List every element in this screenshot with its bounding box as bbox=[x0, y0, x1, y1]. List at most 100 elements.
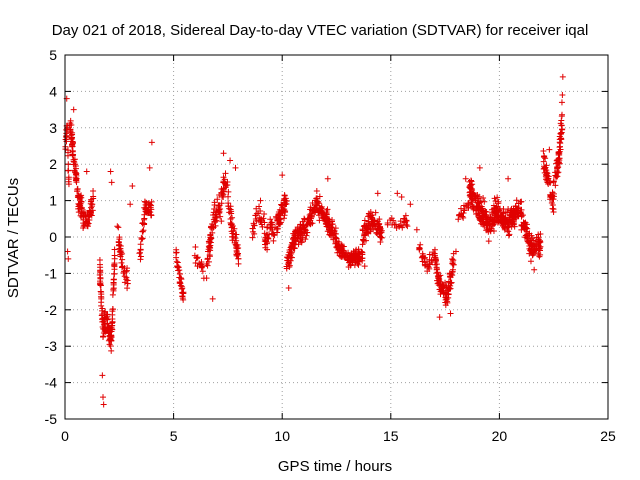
chart-title: Day 021 of 2018, Sidereal Day-to-day VTE… bbox=[52, 22, 589, 39]
data-point bbox=[148, 206, 155, 213]
data-point bbox=[559, 111, 566, 118]
data-point bbox=[207, 234, 214, 241]
data-point bbox=[370, 222, 377, 229]
data-point bbox=[212, 214, 219, 221]
data-point bbox=[277, 215, 284, 222]
data-point bbox=[522, 232, 529, 239]
data-point bbox=[139, 220, 146, 227]
data-point bbox=[316, 217, 323, 224]
data-point bbox=[211, 219, 218, 226]
data-point bbox=[124, 265, 131, 272]
data-point bbox=[313, 187, 320, 194]
data-point bbox=[435, 272, 442, 279]
data-point bbox=[317, 204, 324, 211]
data-point bbox=[116, 248, 123, 255]
data-point bbox=[373, 220, 380, 227]
data-point bbox=[78, 194, 85, 201]
data-point bbox=[218, 218, 225, 225]
data-point bbox=[139, 228, 146, 235]
data-point bbox=[459, 213, 466, 220]
data-point bbox=[282, 209, 289, 216]
data-point bbox=[279, 202, 286, 209]
data-point bbox=[419, 258, 426, 265]
data-point bbox=[225, 193, 232, 200]
data-point bbox=[205, 243, 212, 250]
data-point bbox=[137, 246, 144, 253]
data-point bbox=[103, 314, 110, 321]
data-point bbox=[285, 259, 292, 266]
y-tick-label: -4 bbox=[45, 375, 58, 391]
data-point bbox=[375, 224, 382, 231]
data-point bbox=[253, 217, 260, 224]
data-point bbox=[102, 321, 109, 328]
x-tick-label: 20 bbox=[492, 428, 508, 444]
data-point bbox=[325, 226, 332, 233]
data-point bbox=[559, 126, 566, 133]
data-point bbox=[274, 225, 281, 232]
data-point bbox=[542, 173, 549, 180]
data-point bbox=[535, 236, 542, 243]
data-point bbox=[504, 224, 511, 231]
data-point bbox=[197, 261, 204, 268]
data-point-outlier bbox=[209, 295, 216, 302]
data-point-outlier bbox=[99, 372, 106, 379]
data-point bbox=[416, 245, 423, 252]
axis-ticks: 0 5 10 15 20 25 -5 -4 -3 -2 -1 0 1 2 3 4 5 bbox=[45, 47, 616, 444]
data-point bbox=[97, 278, 104, 285]
data-point bbox=[531, 240, 538, 247]
data-point bbox=[548, 199, 555, 206]
data-point bbox=[446, 271, 453, 278]
data-point bbox=[179, 285, 186, 292]
data-point bbox=[281, 206, 288, 213]
data-point bbox=[274, 229, 281, 236]
data-point bbox=[71, 159, 78, 166]
data-point-outlier bbox=[447, 310, 454, 317]
data-point bbox=[84, 219, 91, 226]
data-point bbox=[210, 212, 217, 219]
data-point bbox=[141, 204, 148, 211]
data-point bbox=[362, 229, 369, 236]
data-point bbox=[377, 233, 384, 240]
data-point bbox=[404, 223, 411, 230]
data-point bbox=[466, 189, 473, 196]
data-point bbox=[486, 220, 493, 227]
data-point-outlier bbox=[285, 284, 292, 291]
data-point bbox=[180, 289, 187, 296]
x-tick-label: 5 bbox=[170, 428, 178, 444]
data-point-outlier bbox=[107, 168, 114, 175]
data-point bbox=[104, 316, 111, 323]
data-point-outlier bbox=[394, 190, 401, 197]
data-point-outlier bbox=[558, 99, 565, 106]
data-point bbox=[437, 278, 444, 285]
data-point bbox=[396, 223, 403, 230]
data-point bbox=[175, 264, 182, 271]
data-point bbox=[65, 167, 72, 174]
data-point bbox=[67, 121, 74, 128]
data-point bbox=[75, 203, 82, 210]
data-point bbox=[250, 222, 257, 229]
data-point-outlier bbox=[100, 394, 107, 401]
data-point bbox=[108, 347, 115, 354]
data-point bbox=[426, 261, 433, 268]
data-point bbox=[281, 212, 288, 219]
data-point bbox=[81, 208, 88, 215]
y-tick-label: -2 bbox=[45, 302, 58, 318]
data-point bbox=[119, 263, 126, 270]
y-tick-label: 0 bbox=[49, 229, 57, 245]
data-point bbox=[138, 236, 145, 243]
data-point bbox=[323, 211, 330, 218]
data-point bbox=[107, 334, 114, 341]
data-point bbox=[72, 169, 79, 176]
data-point bbox=[300, 222, 307, 229]
data-point bbox=[194, 255, 201, 262]
data-point bbox=[473, 195, 480, 202]
data-point bbox=[445, 278, 452, 285]
data-point bbox=[321, 217, 328, 224]
data-point bbox=[390, 217, 397, 224]
data-point bbox=[460, 214, 467, 221]
data-point bbox=[552, 169, 559, 176]
data-point bbox=[309, 199, 316, 206]
data-point bbox=[365, 220, 372, 227]
data-point bbox=[206, 253, 213, 260]
data-point bbox=[442, 302, 449, 309]
